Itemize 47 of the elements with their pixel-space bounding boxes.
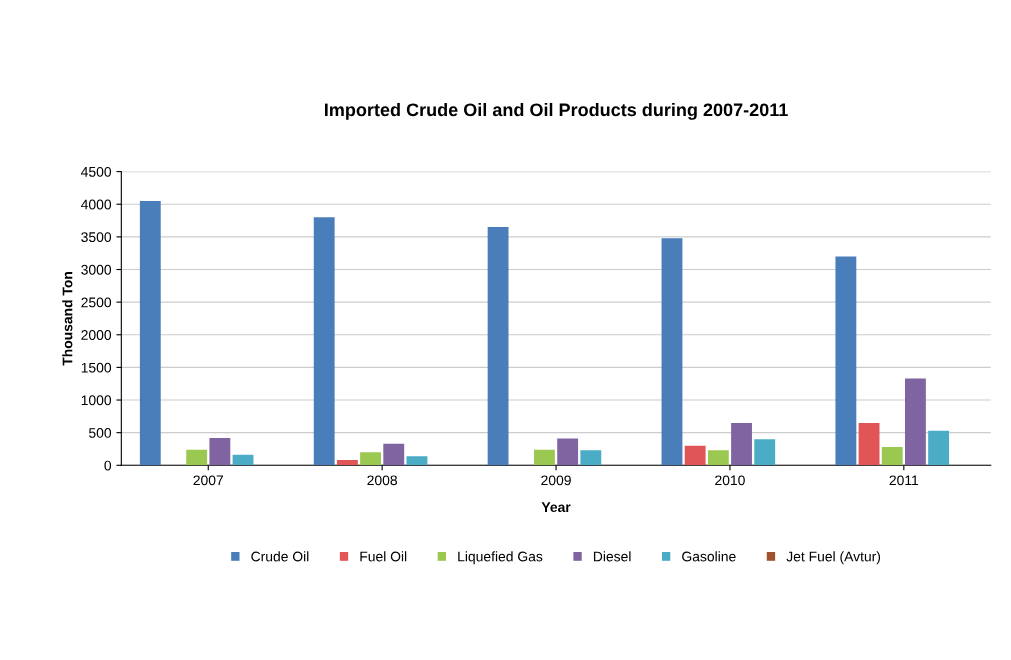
x-tick-label: 2011 (889, 475, 919, 486)
bar (186, 449, 208, 466)
bar (858, 422, 880, 466)
bar (661, 238, 683, 466)
bar (313, 217, 335, 466)
bar (383, 443, 405, 466)
y-tick-label: 2000 (81, 330, 112, 340)
y-tick-label: 0 (104, 460, 112, 471)
legend-label: Jet Fuel (Avtur) (786, 551, 881, 565)
bar (336, 460, 358, 466)
y-tick-label: 3500 (81, 232, 112, 243)
bar (406, 456, 428, 466)
y-tick-label: 1000 (81, 395, 112, 406)
bar (731, 422, 752, 466)
bar (360, 452, 381, 466)
x-tick-label: 2008 (367, 475, 397, 486)
bar (534, 449, 555, 466)
bar (580, 450, 602, 466)
x-axis-title: Year (541, 502, 571, 513)
bar (881, 447, 903, 466)
bar (904, 378, 926, 466)
x-tick-label: 2009 (541, 475, 571, 486)
bar (209, 437, 231, 466)
legend-label: Liquefied Gas (458, 551, 543, 565)
bar (835, 256, 857, 466)
bar (232, 454, 254, 466)
y-tick-label: 1500 (81, 362, 112, 373)
bar (684, 445, 706, 466)
bar (754, 439, 776, 466)
legend-label: Fuel Oil (360, 551, 407, 562)
bar (487, 227, 509, 466)
bar (928, 430, 950, 466)
bar (557, 438, 579, 466)
y-tick-label: 4000 (81, 199, 112, 210)
chart-title: Imported Crude Oil and Oil Products during 2007-2011 (325, 102, 788, 120)
bar (139, 200, 161, 466)
x-tick-label: 2010 (715, 475, 745, 486)
y-axis-title: Thousand Ton (62, 271, 73, 366)
bar (707, 450, 729, 466)
y-tick-label: 4500 (81, 166, 112, 177)
y-tick-label: 2500 (81, 297, 112, 308)
legend-label: Crude Oil (251, 551, 309, 562)
legend-label: Diesel (593, 551, 631, 562)
legend-label: Gasoline (682, 551, 736, 562)
y-tick-label: 500 (88, 428, 112, 438)
x-tick-label: 2007 (193, 475, 224, 486)
y-tick-label: 3000 (81, 264, 112, 275)
